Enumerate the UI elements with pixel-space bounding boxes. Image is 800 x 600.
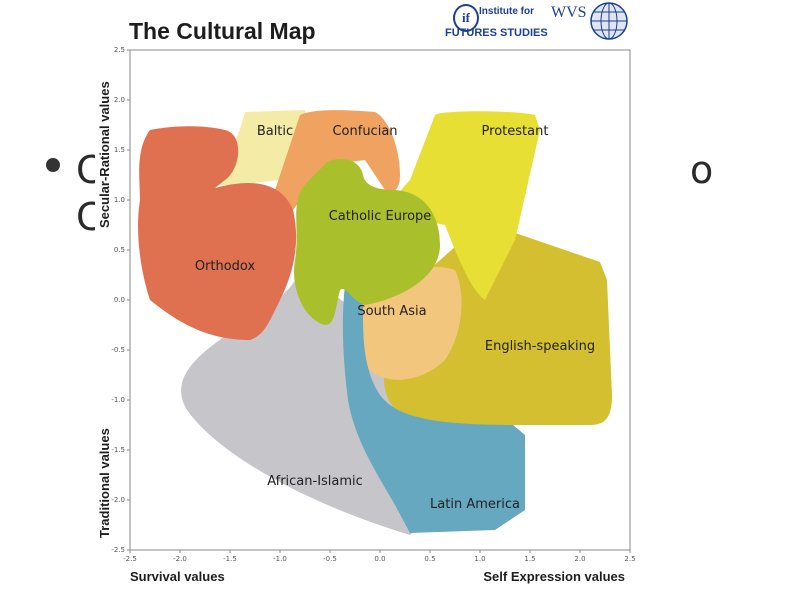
region-areas [138, 110, 612, 535]
y-tick-label: 2.5 [114, 46, 125, 54]
x-axis-label-left: Survival values [130, 569, 225, 584]
axis-ticks: -2.5 -2.0 -1.5 -1.0 -0.5 0.0 0.5 1.0 1.5 2.0 2.5 2.… [111, 46, 635, 563]
ifs-logo: if Institute for FUTURES STUDIES [443, 2, 548, 42]
x-tick-label: 1.0 [474, 555, 485, 563]
y-tick-label: -0.5 [111, 346, 125, 354]
region-labels: Baltic Confucian Protestant Orthodox Catholi… [195, 124, 595, 512]
ifs-logo-icon: if [453, 4, 479, 32]
region-label-orthodox: Orthodox [195, 259, 256, 274]
cultural-map-chart: -2.5 -2.0 -1.5 -1.0 -0.5 0.0 0.5 1.0 1.5 2.0 2.5 2.… [97, 46, 636, 584]
y-axis-label-bottom: Traditional values [97, 428, 112, 538]
region-label-protestant: Protestant [482, 124, 549, 139]
region-catholic-europe [294, 158, 440, 325]
x-tick-label: 0.0 [374, 555, 385, 563]
region-label-african-islamic: African-Islamic [267, 474, 363, 489]
globe-icon [590, 2, 628, 40]
region-label-english-speaking: English-speaking [485, 339, 595, 354]
y-tick-label: -1.5 [111, 446, 125, 454]
region-orthodox [138, 126, 297, 340]
region-label-latin-america: Latin America [430, 497, 520, 512]
x-tick-label: 1.5 [524, 555, 535, 563]
y-tick-label: -2.5 [111, 546, 125, 554]
ifs-logo-line1: Institute for [479, 6, 534, 17]
region-label-confucian: Confucian [332, 124, 397, 139]
bullet-point [46, 158, 60, 172]
x-axis-label-right: Self Expression values [483, 569, 625, 584]
x-tick-label: -1.0 [273, 555, 287, 563]
x-tick-label: -2.0 [173, 555, 187, 563]
region-label-catholic-europe: Catholic Europe [329, 209, 432, 224]
y-tick-label: 0.0 [114, 296, 125, 304]
y-tick-label: -2.0 [111, 496, 125, 504]
bullet-text-fragment: o [690, 148, 714, 192]
ifs-logo-line2: FUTURES STUDIES [445, 27, 548, 39]
y-tick-label: 1.0 [114, 196, 125, 204]
region-label-south-asia: South Asia [357, 304, 426, 319]
region-label-baltic: Baltic [257, 124, 293, 139]
x-tick-label: -2.5 [123, 555, 137, 563]
x-tick-label: -0.5 [323, 555, 337, 563]
x-tick-label: -1.5 [223, 555, 237, 563]
region-protestant [394, 111, 540, 300]
x-tick-label: 2.0 [574, 555, 585, 563]
region-latin-america [342, 281, 525, 533]
cultural-map-figure: The Cultural Map if Institute for FUTURE… [95, 0, 640, 585]
y-tick-label: -1.0 [111, 396, 125, 404]
wvs-logo-text: WVS [551, 4, 587, 21]
y-tick-label: 1.5 [114, 146, 125, 154]
figure-title: The Cultural Map [129, 18, 316, 44]
y-axis-label-top: Secular-Rational values [97, 81, 112, 228]
x-tick-label: 2.5 [624, 555, 635, 563]
x-tick-label: 0.5 [424, 555, 435, 563]
y-tick-label: 2.0 [114, 96, 125, 104]
y-tick-label: 0.5 [114, 246, 125, 254]
